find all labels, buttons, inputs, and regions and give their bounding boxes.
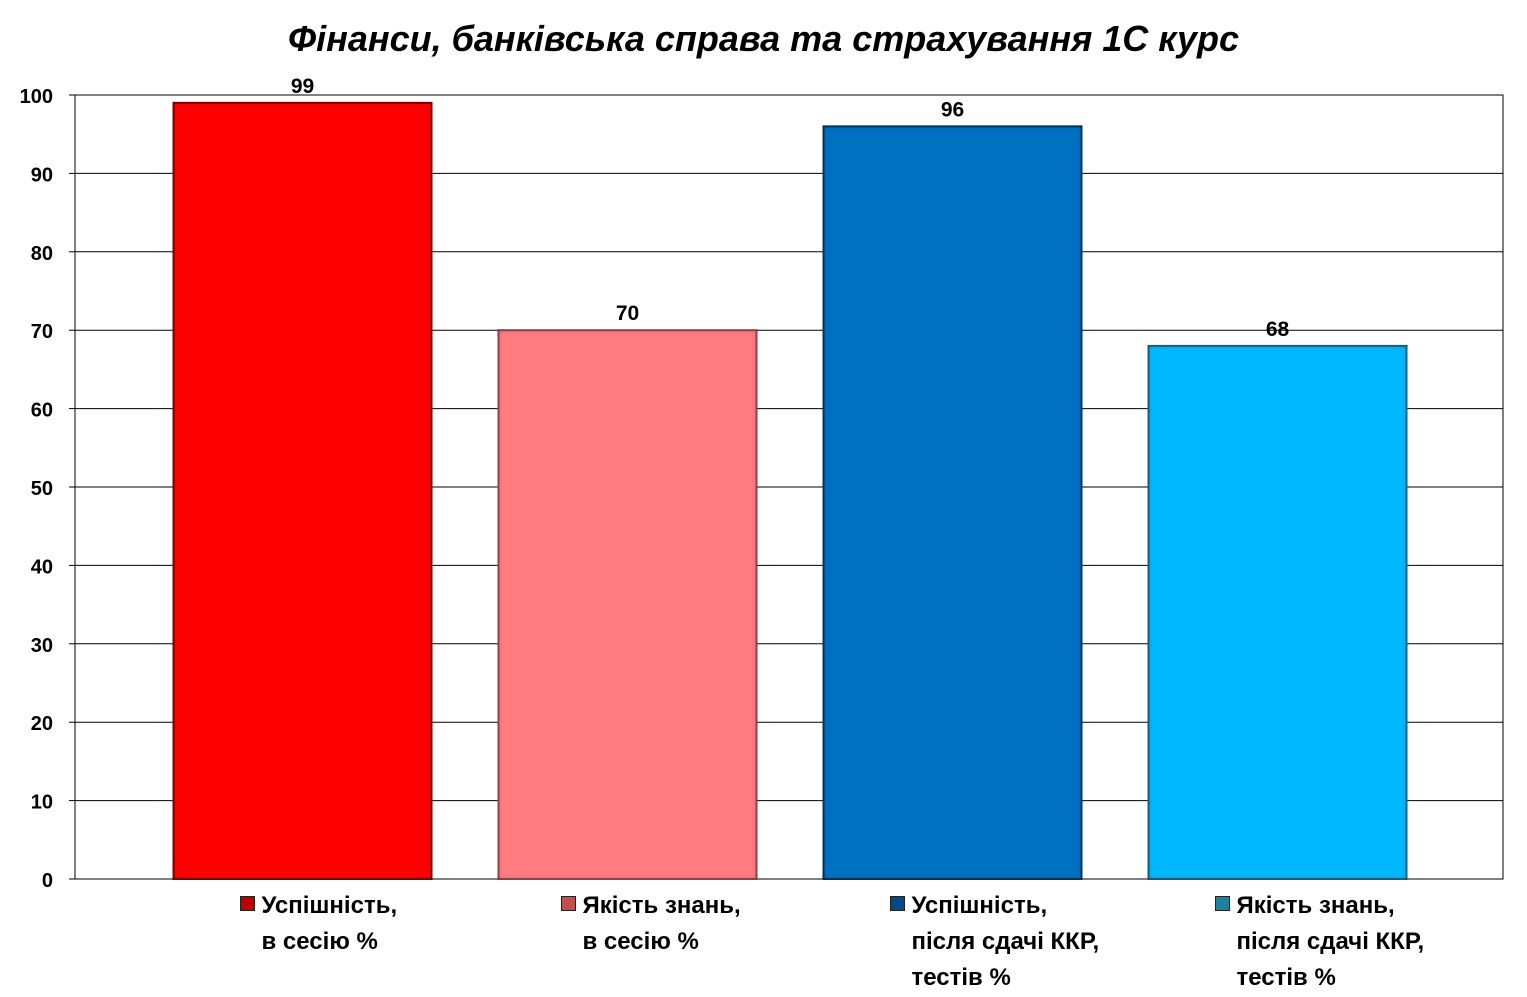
legend-swatch [239,896,255,911]
y-tick-label: 60 [31,400,53,422]
legend-item: Якість знань, після сдачі ККР, тестів % [1214,888,1425,996]
legend-label: Якість знань, після сдачі ККР, тестів % [1236,892,1425,991]
legend-swatch [560,896,576,911]
legend-item: Якість знань, в сесію % [560,888,741,960]
bars [172,101,1408,881]
legend-label: Успішність, в сесію % [261,892,398,955]
data-label: 68 [1266,318,1290,341]
bar [822,125,1083,881]
data-label: 99 [291,75,314,98]
y-tick-label: 10 [31,792,53,814]
data-labels: 99 70 96 68 [291,75,1290,341]
bar [1147,344,1408,880]
y-tick-label: 70 [31,321,53,343]
data-label: 96 [941,98,964,121]
bar [172,101,433,880]
y-tick-label: 50 [31,478,53,500]
y-tick-label: 100 [20,86,53,108]
legend-item: Успішність, в сесію % [239,888,398,960]
legend-label: Якість знань, в сесію % [582,892,741,955]
y-tick-label: 90 [31,164,53,186]
y-tick-label: 20 [31,713,53,735]
y-tick-label: 80 [31,243,53,265]
legend-item: Успішність, після сдачі ККР, тестів % [889,888,1100,996]
bar [497,329,758,880]
y-tick-label: 30 [31,635,53,657]
y-axis-ticks: 0 10 20 30 40 50 60 70 80 90 100 [20,86,75,892]
y-tick-label: 0 [42,870,53,892]
chart-title: Фінанси, банківська справа та страхуванн… [287,18,1240,59]
legend-swatch [889,896,905,911]
data-label: 70 [616,302,639,325]
legend-swatch [1214,896,1230,911]
y-tick-label: 40 [31,556,53,578]
legend-label: Успішність, після сдачі ККР, тестів % [911,892,1100,991]
